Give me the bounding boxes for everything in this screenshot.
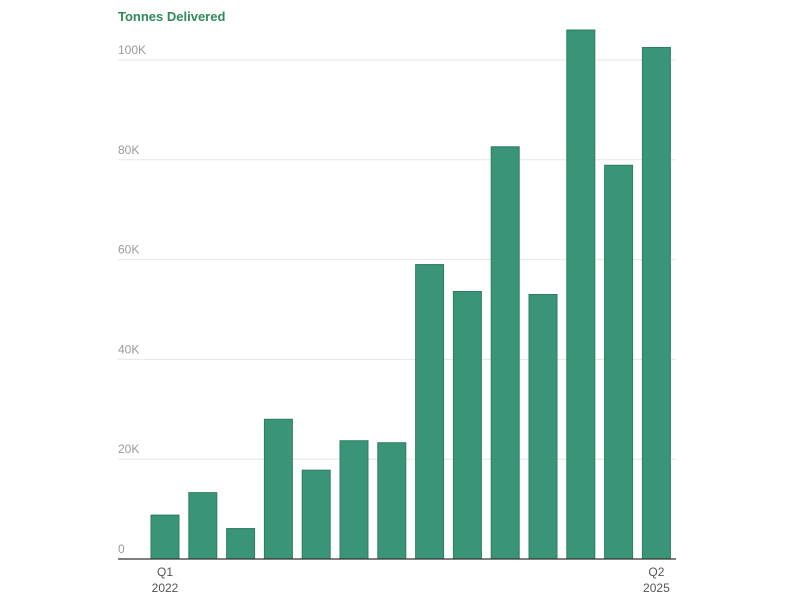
bars [150, 29, 671, 560]
y-tick-label: 100K [118, 43, 146, 57]
bar [566, 29, 596, 560]
bar [415, 264, 445, 560]
bar [452, 291, 482, 560]
y-tick-label: 80K [118, 143, 139, 157]
chart-title: Tonnes Delivered [118, 9, 225, 24]
bar [377, 442, 407, 560]
y-tick-label: 40K [118, 342, 139, 356]
x-tick-label: Q2 [648, 565, 664, 579]
y-axis-labels: 0 20K 40K 60K 80K 100K [118, 43, 146, 556]
bar [490, 146, 520, 560]
bar [641, 46, 671, 560]
bar [188, 492, 218, 560]
bar [226, 528, 256, 560]
bar [339, 440, 369, 560]
bar [150, 514, 180, 560]
bar [263, 418, 293, 560]
bar [301, 469, 331, 560]
y-tick-label: 20K [118, 442, 139, 456]
y-tick-label: 0 [118, 542, 125, 556]
bar [528, 294, 558, 560]
x-tick-label: 2022 [152, 581, 179, 595]
bar [604, 164, 634, 560]
x-tick-label: 2025 [643, 581, 670, 595]
x-axis-labels: Q1 2022 Q2 2025 [152, 565, 670, 595]
y-tick-label: 60K [118, 243, 139, 257]
x-tick-label: Q1 [157, 565, 173, 579]
